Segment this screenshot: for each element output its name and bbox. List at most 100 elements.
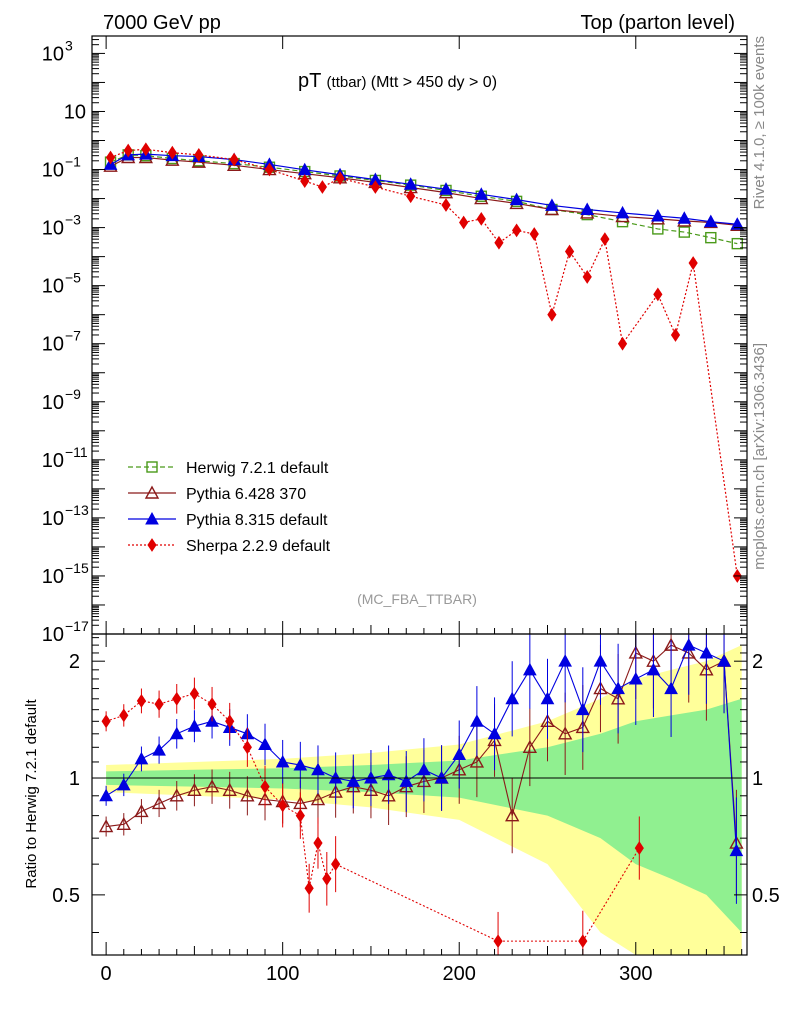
main-series-line-0 <box>110 154 738 245</box>
legend: Herwig 7.2.1 default Pythia 6.428 370 Pyth… <box>128 460 331 555</box>
ratio-point <box>240 788 255 802</box>
ratio-point <box>98 819 114 833</box>
main-point <box>300 174 310 188</box>
main-y-tick-label: 10 <box>42 624 64 646</box>
ratio-point <box>169 788 184 802</box>
main-point <box>105 150 116 165</box>
main-point <box>141 142 151 157</box>
ratio-point <box>346 774 361 787</box>
main-point <box>615 205 630 219</box>
ratio-point <box>575 702 590 716</box>
ratio-point <box>242 740 252 755</box>
ratio-point <box>136 694 147 708</box>
ratio-point <box>311 762 325 776</box>
ratio-point <box>729 843 744 857</box>
ratio-point <box>116 777 131 791</box>
main-point <box>705 231 717 244</box>
ratio-point <box>189 686 199 701</box>
frame-layer <box>91 35 748 956</box>
main-point <box>600 232 610 247</box>
ratio-point <box>187 719 202 732</box>
ratio-point <box>493 934 503 949</box>
ratio-point <box>172 691 182 706</box>
header-right-label: Top (parton level) <box>580 12 735 34</box>
main-y-tick-exponent: −13 <box>65 502 89 518</box>
ratio-point <box>634 841 644 855</box>
ratio-point <box>717 654 731 667</box>
main-point <box>335 171 345 186</box>
main-point <box>731 237 743 250</box>
main-point <box>703 214 718 228</box>
ratio-point <box>278 798 288 813</box>
main-series-3 <box>105 142 742 583</box>
ratio-point <box>258 737 272 751</box>
main-y-tick-exponent: −7 <box>65 328 81 344</box>
main-point <box>123 143 133 158</box>
ratio-point <box>313 836 323 850</box>
main-point <box>167 145 177 160</box>
main-point <box>670 328 681 342</box>
legend-marker <box>145 511 159 525</box>
x-tick-label: 200 <box>443 963 476 985</box>
plot-title-cut: (Mtt > 450 dy > 0) <box>371 74 497 91</box>
ratio-point <box>487 726 502 740</box>
ratio-point <box>134 804 149 818</box>
ratio-point <box>134 751 149 765</box>
main-point <box>512 223 522 238</box>
main-series-line-3 <box>110 148 738 577</box>
main-y-tick-exponent: −15 <box>65 560 89 576</box>
ratio-point <box>119 708 129 723</box>
ratio-point <box>207 697 217 712</box>
marks-layer <box>98 142 745 955</box>
main-point <box>678 226 691 238</box>
main-y-tick-exponent: −1 <box>65 154 81 170</box>
ratio-point <box>151 795 167 810</box>
ratio-point <box>399 774 414 787</box>
side-label-rivet: Rivet 4.1.0, ≥ 100k events <box>751 36 768 209</box>
ratio-point <box>154 697 164 712</box>
ratio-y-tick-label: 1 <box>69 768 80 790</box>
ratio-point <box>578 934 588 949</box>
main-y-tick-exponent: 3 <box>65 37 73 53</box>
ratio-point <box>522 739 538 753</box>
ratio-y-tick-label-right: 1 <box>752 768 763 790</box>
main-y-tick-label: 10 <box>42 566 64 588</box>
main-y-tick-label: 10 <box>64 101 86 123</box>
ratio-point <box>331 857 341 872</box>
ratio-point <box>152 743 166 756</box>
analysis-label: (MC_FBA_TTBAR) <box>357 591 477 607</box>
plot-title: pT (ttbar) (Mtt > 450 dy > 0) <box>298 70 497 92</box>
main-point <box>651 208 665 222</box>
ratio-point <box>222 782 237 796</box>
main-y-tick-label: 10 <box>42 508 64 530</box>
ratio-series-1 <box>99 634 744 904</box>
main-point <box>317 180 327 194</box>
ratio-point <box>469 754 485 768</box>
main-y-tick-label: 10 <box>42 450 64 472</box>
ratio-y-axis-label: Ratio to Herwig 7.2.1 default <box>23 699 40 889</box>
main-point <box>441 198 451 212</box>
main-point <box>370 180 380 194</box>
ratio-point <box>699 645 714 659</box>
ratio-point <box>664 681 678 695</box>
x-tick-label: 100 <box>266 963 299 985</box>
ratio-point <box>557 726 573 740</box>
ratio-point <box>452 747 467 760</box>
main-point <box>564 244 575 259</box>
ratio-point <box>628 671 643 685</box>
ratio-point <box>99 788 113 802</box>
main-point <box>582 270 592 284</box>
ratio-point <box>593 654 608 667</box>
ratio-point <box>381 767 396 781</box>
main-y-tick-exponent: −3 <box>65 212 81 228</box>
main-point <box>545 198 559 211</box>
side-label-mcplots: mcplots.cern.ch [arXiv:1306.3436] <box>751 343 768 570</box>
ratio-point <box>505 691 520 705</box>
ratio-panel-frame <box>91 633 748 956</box>
main-point <box>476 211 486 226</box>
main-y-tick-label: 10 <box>42 392 64 414</box>
main-y-tick-exponent: −5 <box>65 270 81 286</box>
ratio-point <box>275 754 290 768</box>
main-point <box>264 162 275 177</box>
